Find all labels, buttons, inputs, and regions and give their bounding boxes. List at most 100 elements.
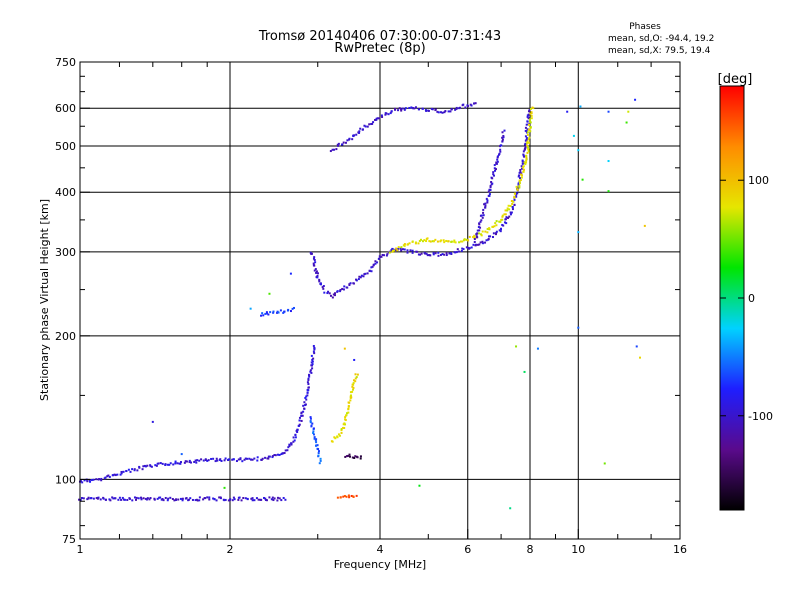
data-point: [140, 498, 143, 501]
data-point: [481, 216, 484, 219]
data-point: [372, 264, 375, 267]
data-point: [488, 228, 491, 231]
data-point: [484, 204, 487, 207]
data-point: [518, 182, 521, 185]
data-point: [502, 224, 505, 227]
data-point: [499, 230, 502, 233]
data-point: [352, 282, 355, 285]
data-point: [482, 208, 485, 211]
data-point: [313, 352, 316, 355]
data-point: [525, 159, 528, 162]
data-point: [477, 226, 480, 229]
data-point: [290, 442, 293, 445]
data-point: [522, 154, 525, 157]
data-point: [516, 188, 519, 191]
data-point: [572, 134, 575, 137]
data-point: [244, 457, 247, 460]
data-point: [78, 498, 81, 501]
data-point: [493, 169, 496, 172]
data-point: [520, 165, 523, 168]
data-point: [159, 496, 162, 499]
data-point: [344, 455, 347, 458]
data-point: [268, 455, 271, 458]
data-point: [312, 350, 315, 353]
data-point: [166, 499, 169, 502]
data-point: [390, 249, 393, 252]
data-point: [426, 237, 429, 240]
data-point: [421, 107, 424, 110]
data-point: [108, 475, 111, 478]
data-point: [418, 239, 421, 242]
data-point: [397, 109, 400, 112]
data-point: [461, 247, 464, 250]
data-point: [112, 497, 115, 500]
data-point: [144, 465, 147, 468]
data-point: [272, 310, 275, 313]
data-point: [344, 141, 347, 144]
data-point: [118, 496, 121, 499]
data-point: [227, 499, 230, 502]
data-point: [310, 354, 313, 357]
data-point: [455, 251, 458, 254]
data-point: [518, 186, 521, 189]
data-point: [502, 136, 505, 139]
data-point: [495, 161, 498, 164]
data-point: [290, 443, 293, 446]
data-point: [517, 182, 520, 185]
data-point: [397, 247, 400, 250]
data-point: [327, 290, 330, 293]
data-point: [486, 201, 489, 204]
data-point: [577, 231, 580, 234]
data-point: [454, 251, 457, 254]
data-point: [375, 117, 378, 120]
data-point: [356, 373, 359, 376]
data-point: [310, 424, 313, 427]
data-point: [458, 106, 461, 109]
data-point: [248, 457, 251, 460]
data-point: [494, 233, 497, 236]
data-point: [219, 458, 222, 461]
data-point: [79, 498, 82, 501]
data-point: [88, 479, 91, 482]
data-point: [331, 296, 334, 299]
data-point: [306, 381, 309, 384]
data-point: [639, 356, 642, 359]
data-point: [342, 495, 345, 498]
data-point: [432, 252, 435, 255]
data-point: [79, 480, 82, 483]
data-point: [507, 204, 510, 207]
data-point: [298, 424, 301, 427]
data-point: [432, 240, 435, 243]
data-point: [271, 455, 274, 458]
data-point: [484, 241, 487, 244]
data-point: [184, 460, 187, 463]
data-point: [249, 458, 252, 461]
data-point: [123, 498, 126, 501]
data-point: [530, 117, 533, 120]
data-point: [450, 240, 453, 243]
data-point: [500, 144, 503, 147]
data-point: [138, 465, 141, 468]
data-point: [312, 431, 315, 434]
data-point: [476, 232, 479, 235]
data-point: [329, 294, 332, 297]
data-point: [410, 106, 413, 109]
data-point: [468, 247, 471, 250]
data-point: [400, 246, 403, 249]
data-point: [330, 440, 333, 443]
data-point: [447, 110, 450, 113]
data-point: [268, 292, 271, 295]
data-point: [228, 458, 231, 461]
data-point: [146, 464, 149, 467]
data-point: [404, 107, 407, 110]
data-point: [493, 225, 496, 228]
gridlines: [80, 62, 680, 539]
data-point: [480, 233, 483, 236]
data-point: [215, 457, 218, 460]
data-point: [198, 496, 201, 499]
data-point: [263, 496, 266, 499]
data-point: [519, 179, 522, 182]
data-point: [218, 496, 221, 499]
data-point: [289, 310, 292, 313]
data-point: [315, 270, 318, 273]
